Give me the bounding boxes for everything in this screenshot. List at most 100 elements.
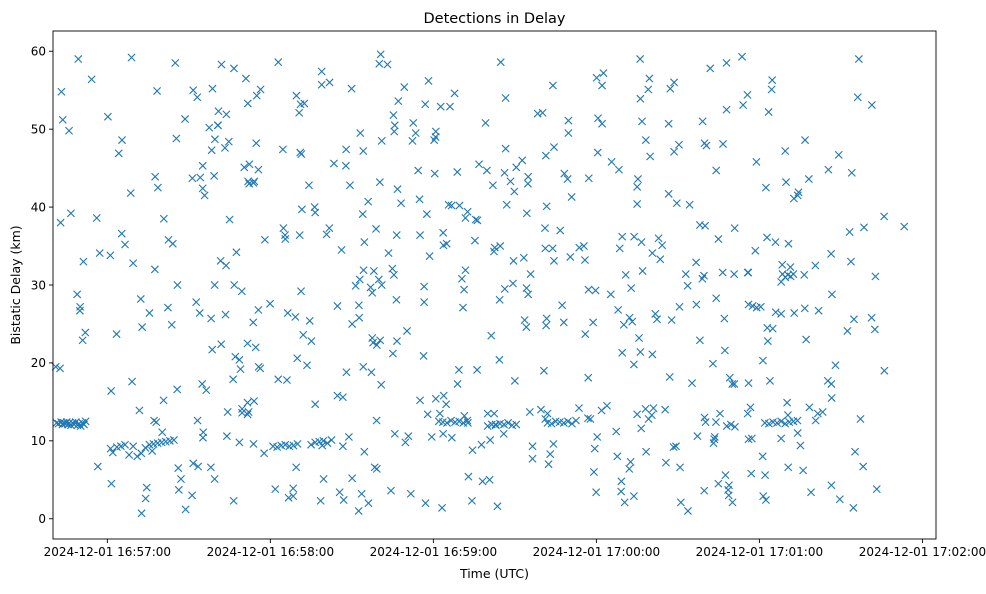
- data-point: [106, 444, 115, 453]
- data-point: [710, 435, 719, 444]
- data-point: [141, 443, 150, 452]
- data-point: [629, 492, 638, 501]
- data-point: [121, 240, 129, 249]
- data-point: [205, 123, 214, 132]
- data-point: [108, 448, 117, 457]
- data-point: [133, 452, 142, 461]
- data-point: [430, 169, 439, 178]
- data-point: [563, 175, 572, 184]
- data-point: [583, 414, 592, 423]
- data-point: [458, 303, 467, 312]
- data-point: [721, 471, 730, 480]
- data-point: [693, 432, 702, 441]
- data-point: [672, 199, 681, 208]
- data-point: [300, 99, 309, 108]
- data-point: [644, 415, 653, 424]
- data-point: [706, 64, 715, 73]
- data-point: [244, 408, 253, 416]
- data-point: [654, 234, 663, 243]
- data-point: [159, 214, 168, 223]
- data-point: [229, 496, 238, 505]
- data-point: [442, 400, 451, 409]
- data-point: [439, 429, 448, 438]
- data-point: [867, 101, 876, 110]
- data-point: [800, 304, 809, 313]
- data-point: [602, 401, 611, 410]
- data-point: [106, 251, 115, 260]
- data-point: [403, 326, 412, 335]
- data-point: [648, 249, 657, 258]
- data-point: [763, 323, 772, 332]
- data-point: [483, 409, 492, 418]
- data-point: [748, 302, 757, 311]
- data-point: [698, 274, 707, 283]
- data-point: [348, 319, 357, 328]
- data-point: [289, 492, 298, 501]
- data-point: [311, 400, 320, 409]
- data-point: [392, 231, 401, 240]
- data-point: [423, 410, 432, 419]
- data-point: [355, 313, 364, 322]
- data-point: [210, 135, 219, 144]
- data-point: [854, 55, 863, 64]
- data-point: [221, 310, 230, 319]
- data-point: [720, 314, 729, 323]
- data-point: [522, 284, 531, 293]
- data-point: [174, 464, 183, 473]
- data-point: [127, 53, 136, 62]
- data-point: [871, 272, 880, 281]
- data-point: [325, 78, 334, 87]
- data-point: [164, 235, 173, 244]
- data-point: [359, 362, 368, 371]
- data-point: [763, 233, 771, 242]
- data-point: [856, 415, 865, 424]
- data-point: [252, 139, 261, 148]
- data-point: [210, 171, 219, 180]
- data-point: [481, 118, 490, 127]
- data-point: [95, 249, 104, 258]
- data-point: [431, 394, 440, 403]
- data-point: [636, 55, 645, 64]
- data-point: [613, 452, 622, 461]
- data-point: [495, 355, 504, 364]
- data-point: [455, 201, 464, 210]
- data-point: [626, 457, 635, 466]
- data-point: [56, 364, 65, 373]
- data-point: [714, 479, 723, 488]
- data-point: [335, 488, 344, 497]
- data-point: [442, 418, 451, 427]
- data-point: [477, 440, 486, 449]
- data-point: [471, 215, 480, 224]
- data-point: [153, 183, 162, 192]
- data-point: [635, 333, 644, 342]
- data-point: [174, 485, 183, 494]
- data-point: [524, 290, 533, 299]
- data-point: [664, 119, 673, 128]
- data-point: [804, 175, 813, 184]
- data-point: [743, 90, 752, 99]
- data-point: [214, 107, 223, 116]
- data-point: [718, 268, 727, 277]
- data-point: [148, 446, 157, 455]
- data-point: [118, 136, 126, 145]
- data-point: [297, 205, 306, 214]
- data-point: [724, 481, 733, 490]
- data-point: [849, 503, 858, 512]
- data-point: [637, 238, 646, 247]
- data-point: [438, 503, 447, 512]
- data-point: [240, 163, 249, 172]
- data-point: [384, 249, 393, 258]
- data-point: [796, 441, 805, 450]
- data-point: [758, 356, 767, 365]
- data-point: [584, 373, 593, 382]
- data-point: [152, 418, 161, 427]
- data-point: [450, 89, 459, 98]
- data-point: [542, 202, 551, 211]
- data-point: [756, 302, 765, 311]
- data-point: [827, 290, 836, 299]
- data-point: [274, 375, 283, 384]
- data-point: [712, 166, 721, 175]
- data-point: [217, 60, 226, 69]
- data-point: [222, 110, 231, 119]
- data-point: [470, 236, 479, 245]
